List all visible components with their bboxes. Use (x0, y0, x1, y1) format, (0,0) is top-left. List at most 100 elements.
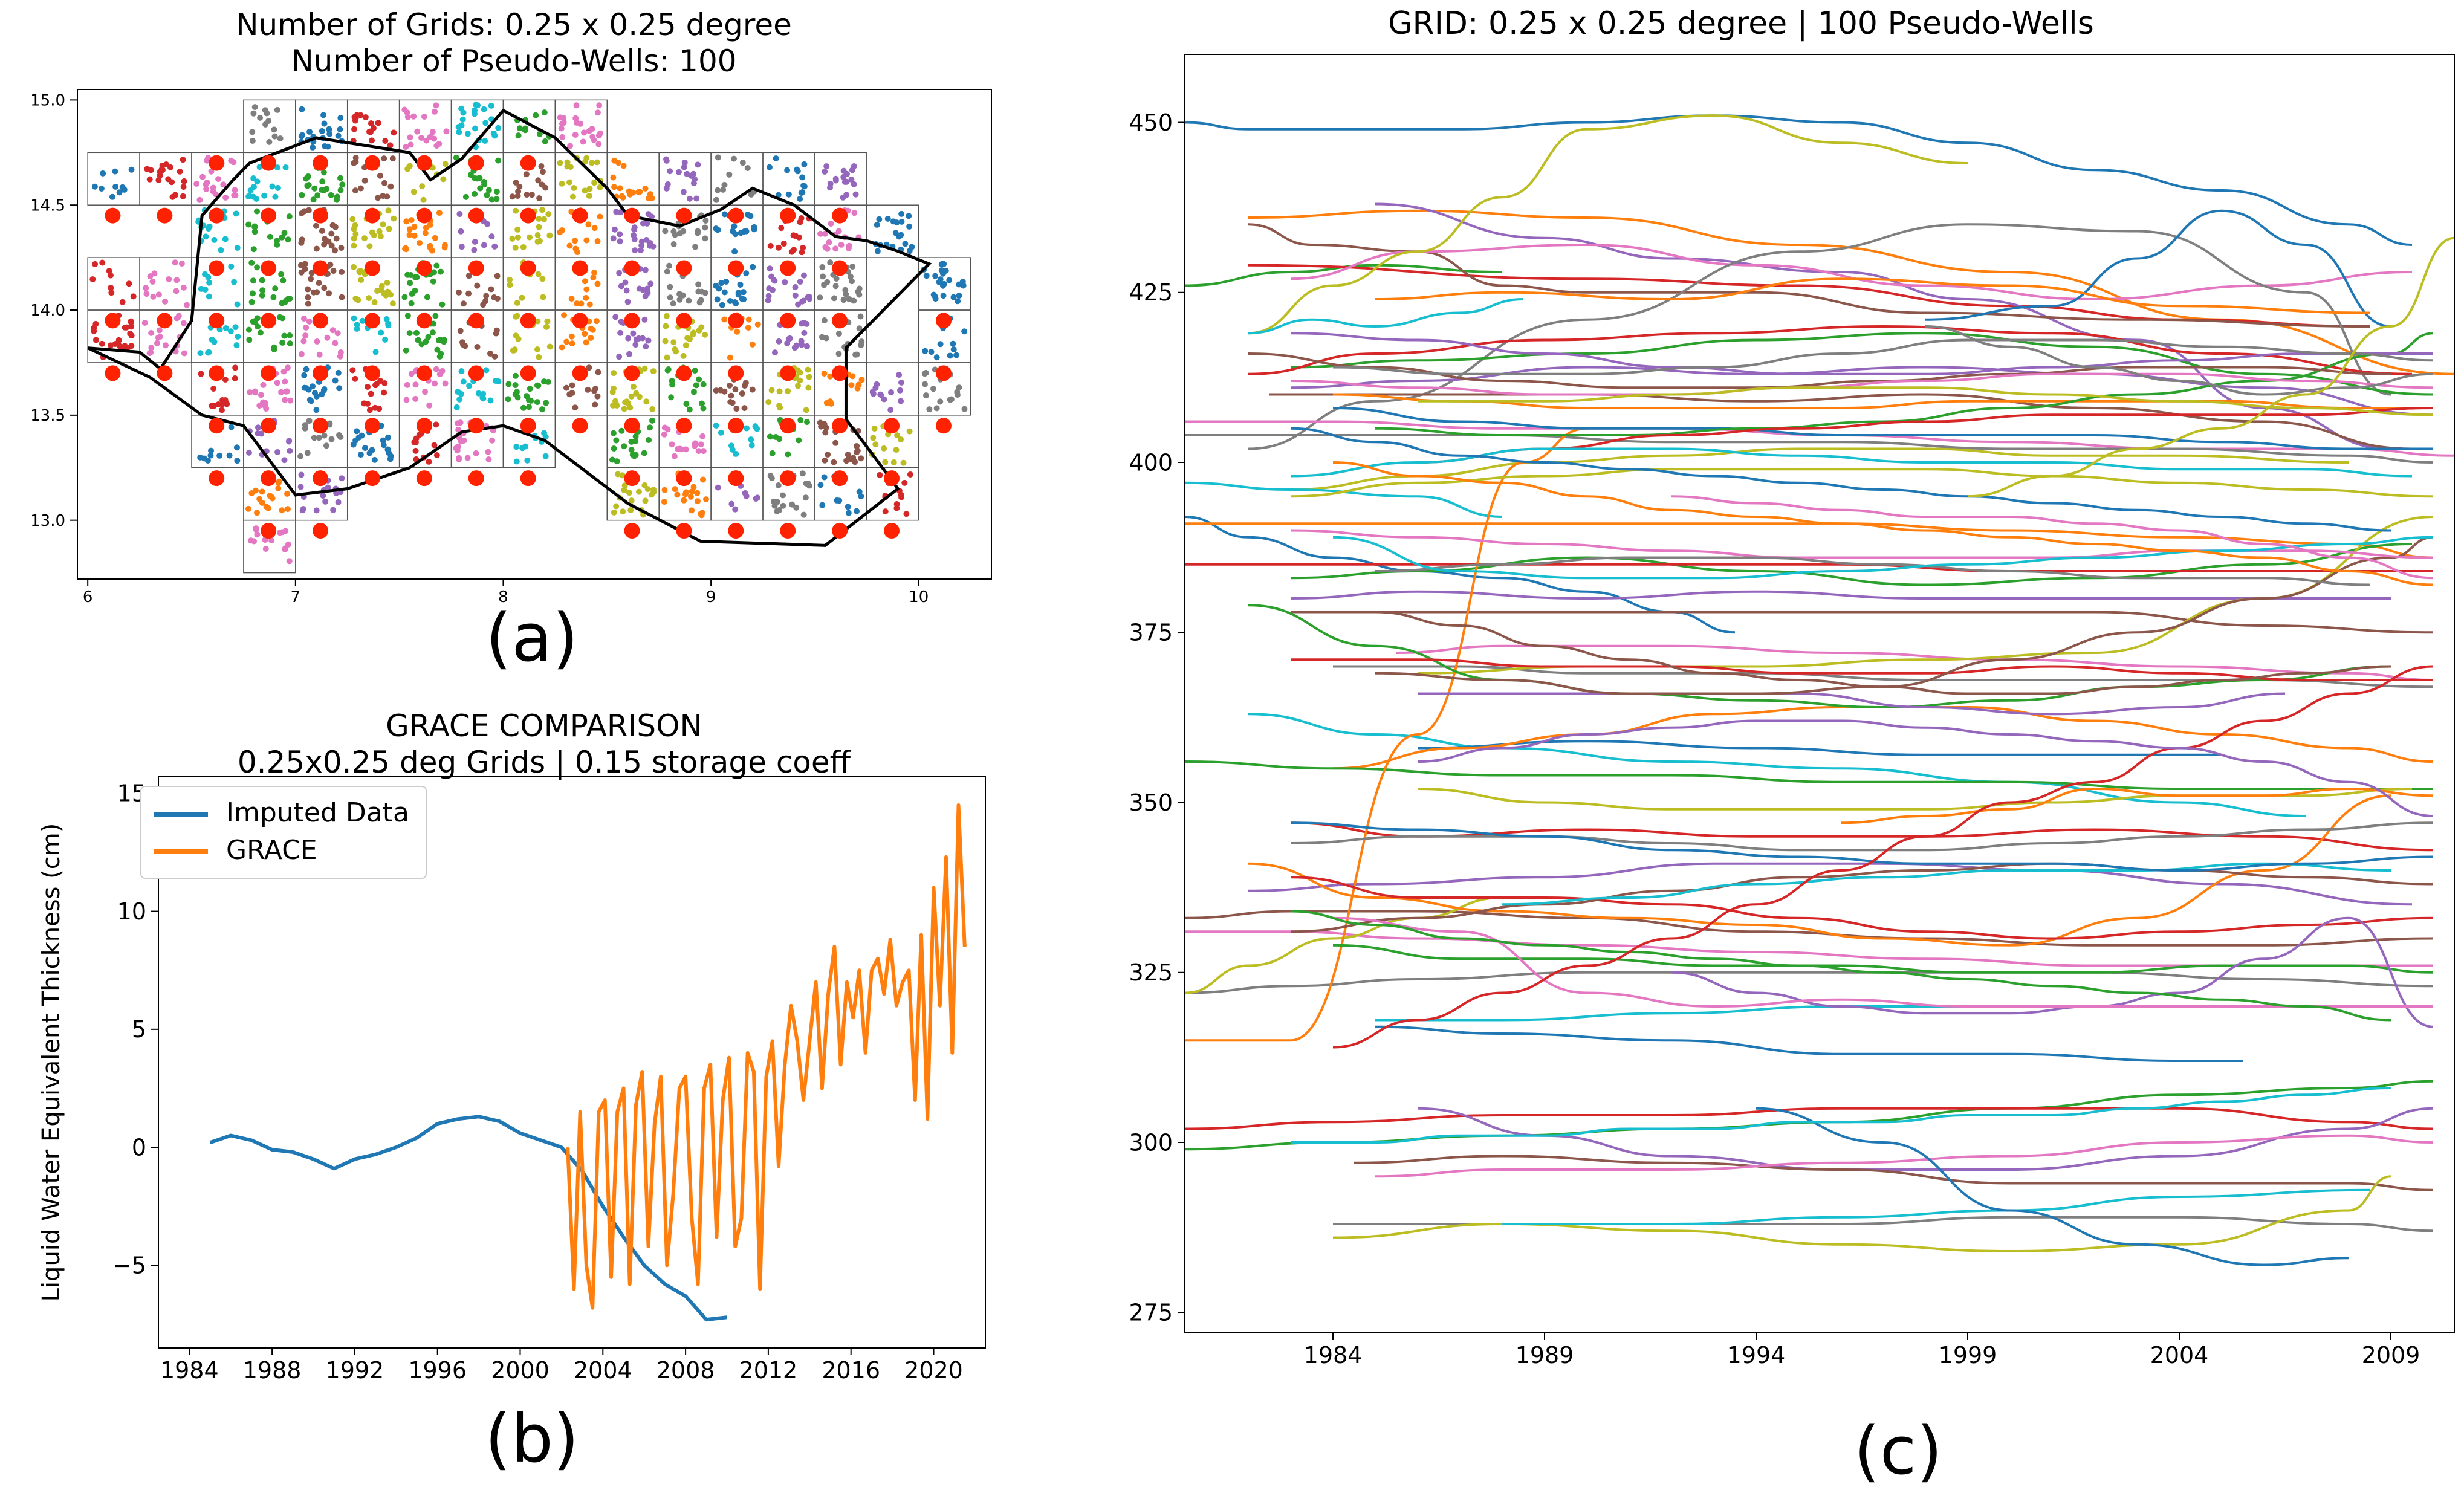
well-point (591, 180, 598, 186)
well-point (743, 425, 750, 432)
well-point (306, 418, 313, 424)
well-point (431, 442, 438, 449)
well-point (672, 486, 678, 493)
well-point (926, 406, 933, 413)
well-point (491, 243, 498, 250)
chart-b-xtick-label: 1992 (326, 1357, 384, 1384)
well-point (485, 449, 491, 455)
well-point (442, 380, 449, 387)
well-point (573, 102, 580, 109)
well-point (306, 318, 313, 325)
well-point (284, 388, 290, 395)
well-point (495, 157, 502, 164)
well-point (416, 432, 423, 438)
well-point (582, 331, 588, 337)
well-point (582, 278, 588, 285)
well-point (245, 326, 252, 333)
well-point (109, 193, 115, 200)
pseudo-well-marker (624, 470, 640, 487)
well-point (352, 187, 358, 194)
well-point (369, 137, 375, 144)
pseudo-well-marker (780, 207, 796, 224)
well-point (828, 221, 834, 227)
well-point (857, 313, 864, 320)
well-point (670, 339, 677, 346)
well-point (702, 496, 709, 503)
well-point (485, 187, 492, 193)
well-point (516, 125, 523, 132)
well-point (684, 170, 690, 177)
well-point (721, 181, 728, 188)
pseudo-well-marker (676, 207, 692, 224)
well-point (615, 471, 621, 478)
well-point (568, 296, 575, 302)
well-point (950, 340, 956, 347)
well-point (272, 193, 279, 200)
well-point (365, 383, 371, 390)
well-point (536, 354, 542, 360)
well-point (700, 405, 707, 412)
well-point (596, 102, 603, 109)
well-point (198, 371, 204, 377)
chart-b-ytick-label: −5 (112, 1252, 146, 1279)
well-series-line (1418, 692, 2286, 716)
well-series-line (1417, 719, 2434, 817)
well-point (489, 437, 496, 444)
well-point (822, 429, 829, 436)
well-point (728, 500, 735, 507)
well-point (426, 402, 433, 409)
well-point (433, 366, 439, 372)
well-point (232, 187, 238, 193)
well-point (637, 189, 643, 195)
panel-label-c: (c) (1853, 1412, 1943, 1489)
well-point (827, 259, 834, 266)
well-point (794, 168, 801, 175)
well-point (89, 276, 96, 283)
well-point (618, 427, 625, 434)
well-point (588, 334, 594, 341)
well-point (632, 433, 639, 439)
well-point (696, 376, 702, 383)
chart-a-ytick-label: 14.0 (30, 302, 65, 320)
well-point (456, 456, 462, 462)
well-point (232, 364, 239, 371)
well-point (148, 329, 155, 336)
well-point (700, 448, 707, 455)
well-point (538, 163, 545, 169)
well-point (278, 389, 285, 395)
well-point (208, 447, 215, 454)
well-point (780, 502, 786, 509)
well-point (648, 491, 655, 498)
well-point (304, 183, 311, 189)
well-point (533, 112, 539, 118)
well-point (412, 395, 419, 402)
well-point (541, 109, 548, 116)
well-point (718, 280, 725, 287)
well-point (906, 223, 913, 230)
well-point (430, 278, 436, 285)
well-point (422, 389, 429, 395)
well-point (429, 329, 436, 336)
well-point (564, 159, 571, 166)
well-point (884, 215, 891, 222)
well-point (670, 300, 676, 307)
pseudo-well-marker (572, 313, 588, 329)
well-point (173, 315, 180, 322)
well-point (832, 439, 839, 446)
well-point (407, 280, 413, 287)
pseudo-well-marker (364, 313, 380, 329)
well-point (298, 351, 305, 357)
well-point (801, 161, 808, 167)
well-point (259, 277, 265, 283)
chart-c-xtick-label: 1989 (1516, 1342, 1574, 1369)
well-point (297, 453, 304, 459)
well-point (337, 187, 344, 193)
panel-label-a: (a) (485, 599, 579, 676)
well-point (643, 236, 650, 243)
well-point (680, 189, 687, 195)
well-point (321, 432, 328, 439)
well-series-line (1185, 264, 1503, 287)
well-point (403, 397, 410, 403)
well-series-line (1290, 332, 2434, 396)
well-point (210, 386, 217, 392)
